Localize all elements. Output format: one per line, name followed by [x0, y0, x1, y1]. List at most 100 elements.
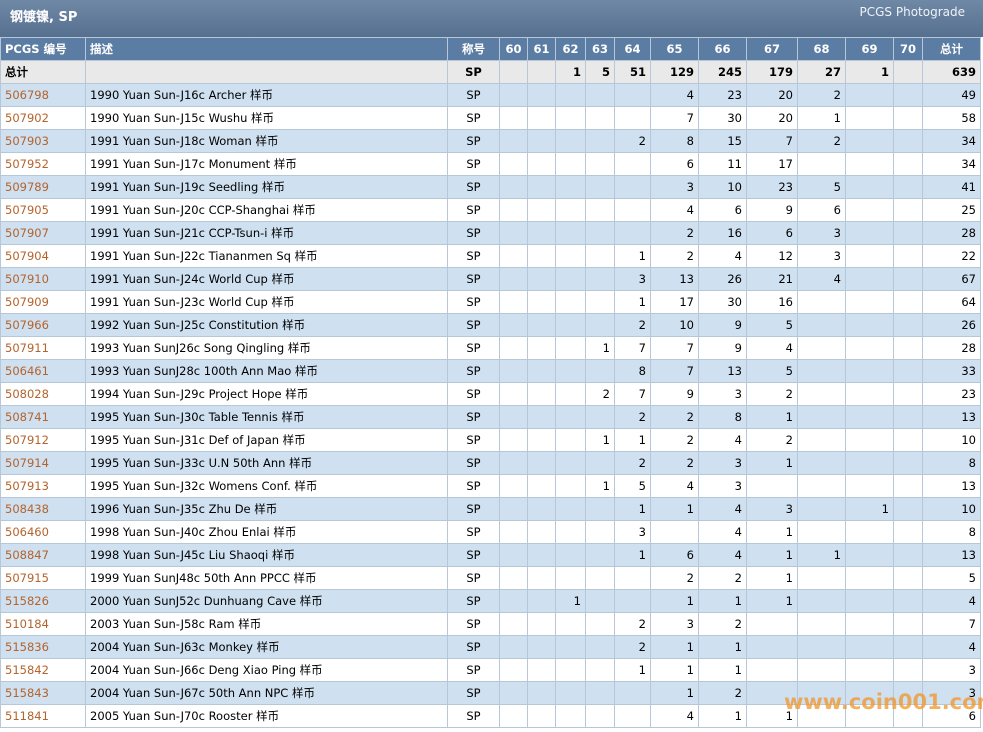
grade-count [499, 428, 528, 452]
description: 1991 Yuan Sun-J21c CCP-Tsun-i 样币 [85, 221, 448, 245]
pcgs-id-link[interactable]: 507912 [5, 433, 49, 447]
pcgs-id-link[interactable]: 515826 [5, 594, 49, 608]
description: 1992 Yuan Sun-J25c Constitution 样币 [85, 313, 448, 337]
grade-count [555, 382, 586, 406]
grade-count [845, 83, 894, 107]
title-bar: 钢镀镍, SP PCGS Photograde [0, 0, 983, 37]
coin-row: 509789 1991 Yuan Sun-J19c Seedling 样币 SP 3 1… [0, 175, 981, 199]
grade-count [845, 382, 894, 406]
column-header: 68 [797, 37, 846, 61]
grade-count: 129 [650, 60, 699, 84]
grade-count: 20 [746, 83, 798, 107]
coin-row: 507905 1991 Yuan Sun-J20c CCP-Shanghai 样币… [0, 198, 981, 222]
pcgs-id-link[interactable]: 510184 [5, 617, 49, 631]
column-header: 66 [698, 37, 747, 61]
pcgs-id-link[interactable]: 511841 [5, 709, 49, 723]
designation: SP [447, 83, 500, 107]
pcgs-id-link[interactable]: 507903 [5, 134, 49, 148]
pcgs-id-link[interactable]: 509789 [5, 180, 49, 194]
designation: SP [447, 336, 500, 360]
pcgs-id-link[interactable]: 506461 [5, 364, 49, 378]
grade-count [893, 681, 923, 705]
grade-count [499, 359, 528, 383]
description: 1998 Yuan Sun-J45c Liu Shaoqi 样币 [85, 543, 448, 567]
grade-count [893, 244, 923, 268]
grade-count: 3 [698, 451, 747, 475]
grade-count [893, 589, 923, 613]
grade-count: 3 [650, 175, 699, 199]
coin-row: 510184 2003 Yuan Sun-J58c Ram 样币 SP 2 3 2 7 [0, 612, 981, 636]
grade-count: 4 [650, 198, 699, 222]
grade-count: 1 [614, 428, 651, 452]
pcgs-id-link[interactable]: 507952 [5, 157, 49, 171]
description: 2004 Yuan Sun-J66c Deng Xiao Ping 样币 [85, 658, 448, 682]
pcgs-id-link[interactable]: 507910 [5, 272, 49, 286]
grade-count: 5 [797, 175, 846, 199]
grade-count [797, 313, 846, 337]
grade-count [797, 451, 846, 475]
pcgs-id-link[interactable]: 507911 [5, 341, 49, 355]
pcgs-id-link[interactable]: 507915 [5, 571, 49, 585]
grade-count [893, 704, 923, 728]
grade-count: 1 [650, 681, 699, 705]
pcgs-id-link[interactable]: 508847 [5, 548, 49, 562]
pcgs-id-link[interactable]: 515836 [5, 640, 49, 654]
pcgs-id-link[interactable]: 506798 [5, 88, 49, 102]
grade-count: 1 [845, 60, 894, 84]
grade-count: 9 [698, 313, 747, 337]
pcgs-id-link[interactable]: 515843 [5, 686, 49, 700]
designation: SP [447, 290, 500, 314]
pcgs-id-link[interactable]: 507913 [5, 479, 49, 493]
pcgs-id-link[interactable]: 508438 [5, 502, 49, 516]
id-cell: 507902 [0, 106, 86, 130]
designation: SP [447, 612, 500, 636]
pcgs-id-link[interactable]: 515842 [5, 663, 49, 677]
grade-count [845, 106, 894, 130]
grade-count [797, 405, 846, 429]
coin-row: 508438 1996 Yuan Sun-J35c Zhu De 样币 SP 1 1 4 3… [0, 497, 981, 521]
coin-row: 507907 1991 Yuan Sun-J21c CCP-Tsun-i 样币 SP… [0, 221, 981, 245]
grade-count: 7 [650, 106, 699, 130]
coin-row: 506461 1993 Yuan SunJ28c 100th Ann Mao 样币… [0, 359, 981, 383]
id-cell: 507952 [0, 152, 86, 176]
grade-count: 2 [614, 451, 651, 475]
grade-count [499, 566, 528, 590]
coin-row: 506798 1990 Yuan Sun-J16c Archer 样币 SP 4 23 2… [0, 83, 981, 107]
pcgs-id-link[interactable]: 506460 [5, 525, 49, 539]
pcgs-id-link[interactable]: 507905 [5, 203, 49, 217]
grade-count: 2 [650, 244, 699, 268]
pcgs-id-link[interactable]: 507909 [5, 295, 49, 309]
coin-row: 507902 1990 Yuan Sun-J15c Wushu 样币 SP 7 30 20… [0, 106, 981, 130]
id-cell: 509789 [0, 175, 86, 199]
pcgs-id-link[interactable]: 507966 [5, 318, 49, 332]
total: 7 [922, 612, 981, 636]
photograde-link[interactable]: PCGS Photograde [859, 5, 965, 19]
grade-count: 1 [698, 589, 747, 613]
grade-count [585, 681, 615, 705]
pcgs-id-link[interactable]: 507914 [5, 456, 49, 470]
description: 1994 Yuan Sun-J29c Project Hope 样币 [85, 382, 448, 406]
grade-count [499, 221, 528, 245]
grade-count [555, 658, 586, 682]
pcgs-id-link[interactable]: 507907 [5, 226, 49, 240]
grade-count: 2 [650, 405, 699, 429]
pcgs-id-link[interactable]: 507902 [5, 111, 49, 125]
grade-count: 4 [650, 83, 699, 107]
grade-count: 1 [650, 635, 699, 659]
grade-count: 1 [650, 497, 699, 521]
grade-count [499, 106, 528, 130]
grade-count [845, 612, 894, 636]
grade-count [499, 336, 528, 360]
grade-count: 1 [746, 543, 798, 567]
coin-row: 515836 2004 Yuan Sun-J63c Monkey 样币 SP 2 1 1 4 [0, 635, 981, 659]
pcgs-id-link[interactable]: 507904 [5, 249, 49, 263]
grade-count: 1 [650, 658, 699, 682]
pcgs-id-link[interactable]: 508741 [5, 410, 49, 424]
grade-count: 6 [698, 198, 747, 222]
grade-count [527, 681, 556, 705]
pcgs-id-link[interactable]: 508028 [5, 387, 49, 401]
grade-count: 17 [746, 152, 798, 176]
grade-count [797, 612, 846, 636]
grade-count [585, 520, 615, 544]
grade-count [527, 175, 556, 199]
